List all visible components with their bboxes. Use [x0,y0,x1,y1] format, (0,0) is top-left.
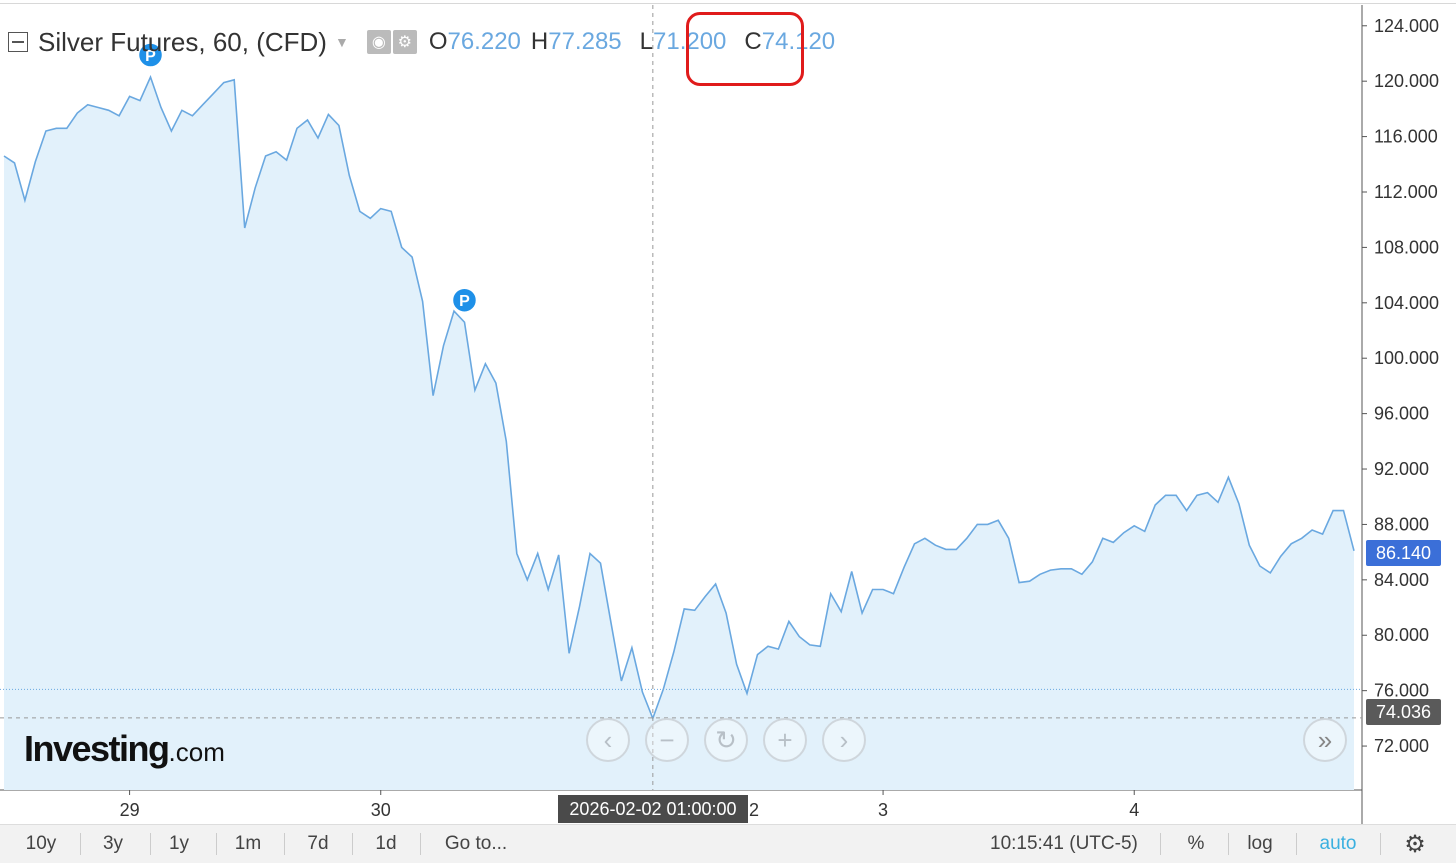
range-7d-button[interactable]: 7d [307,833,329,854]
event-marker-label: P [459,293,470,310]
y-tick-label: 100.000 [1374,348,1439,368]
bottom-toolbar: 10y 3y 1y 1m 7d 1d Go to... 10:15:41 (UT… [0,824,1456,863]
range-1m-button[interactable]: 1m [234,833,262,854]
x-tick-label: 2 [749,800,759,820]
toolbar-divider [420,833,421,855]
collapse-toggle-icon[interactable] [8,32,28,52]
toolbar-divider [150,833,151,855]
crosshair-price-tag: 74.036 [1366,699,1441,725]
logo-suffix: .com [168,737,225,767]
reset-button[interactable]: ↻ [704,718,748,762]
range-3y-button[interactable]: 3y [102,833,124,854]
auto-toggle[interactable]: auto [1319,833,1357,854]
toolbar-divider [1228,833,1229,855]
open-key: O [428,28,448,55]
event-marker-label: P [145,48,156,65]
goto-button[interactable]: Go to... [444,833,508,854]
price-area-fill [4,77,1354,790]
zoom-in-button[interactable]: + [763,718,807,762]
event-marker[interactable] [137,42,164,68]
x-tick-label: 29 [120,800,140,820]
y-tick-label: 104.000 [1374,293,1439,313]
gear-icon[interactable]: ⚙ [392,30,417,54]
toolbar-divider [216,833,217,855]
clock-timezone[interactable]: 10:15:41 (UTC-5) [990,833,1138,854]
toolbar-divider [1380,833,1381,855]
toolbar-divider [352,833,353,855]
symbol-title[interactable]: Silver Futures, 60, (CFD) [38,26,327,57]
scroll-left-button[interactable]: ‹ [586,718,630,762]
y-tick-label: 88.000 [1374,514,1429,534]
eye-icon[interactable]: ◉ [366,30,391,54]
y-tick-label: 120.000 [1374,71,1439,91]
zoom-out-button[interactable]: − [645,718,689,762]
y-tick-label: 76.000 [1374,681,1429,701]
toolbar-divider [1296,833,1297,855]
range-10y-button[interactable]: 10y [25,833,57,854]
top-border [0,3,1456,4]
toolbar-divider [284,833,285,855]
low-value: 71.200 [653,28,727,55]
scroll-right-button[interactable]: › [822,718,866,762]
y-tick-label: 124.000 [1374,16,1439,36]
scroll-to-latest-button[interactable]: » [1303,718,1347,762]
x-tick-label: 4 [1129,800,1139,820]
y-tick-label: 116.000 [1374,127,1438,147]
y-tick-label: 92.000 [1374,459,1429,479]
close-key: C [744,28,762,55]
logo-main: Investing [24,728,170,769]
toolbar-divider [80,833,81,855]
y-tick-label: 72.000 [1374,736,1429,756]
x-tick-label: 30 [371,800,391,820]
close-value: 74.120 [761,28,836,55]
caret-down-icon[interactable]: ▼ [334,34,349,50]
high-key: H [530,28,549,55]
crosshair-date-tag: 2026-02-02 01:00:00 [558,795,748,823]
range-1d-button[interactable]: 1d [375,833,397,854]
percent-toggle[interactable]: % [1187,833,1205,854]
gear-icon[interactable]: ⚙ [1404,830,1426,858]
event-marker[interactable] [451,287,478,313]
chart-legend: Silver Futures, 60, (CFD) ▼ ◉ ⚙ O 76.220 … [8,24,835,60]
high-value: 77.285 [548,28,622,55]
open-value: 76.220 [447,28,521,55]
low-key: L [639,28,653,55]
y-tick-label: 80.000 [1374,625,1429,645]
low-value-highlight [686,12,804,86]
y-tick-label: 96.000 [1374,404,1429,424]
range-1y-button[interactable]: 1y [168,833,190,854]
price-series-line [3,74,1355,721]
log-toggle[interactable]: log [1247,833,1273,854]
last-price-tag: 86.140 [1366,540,1441,566]
toolbar-divider [1160,833,1161,855]
x-tick-label: 3 [878,800,888,820]
investing-logo: Investing.com [24,728,225,770]
y-tick-label: 84.000 [1374,570,1429,590]
y-tick-label: 112.000 [1374,182,1438,202]
y-tick-label: 108.000 [1374,237,1439,257]
